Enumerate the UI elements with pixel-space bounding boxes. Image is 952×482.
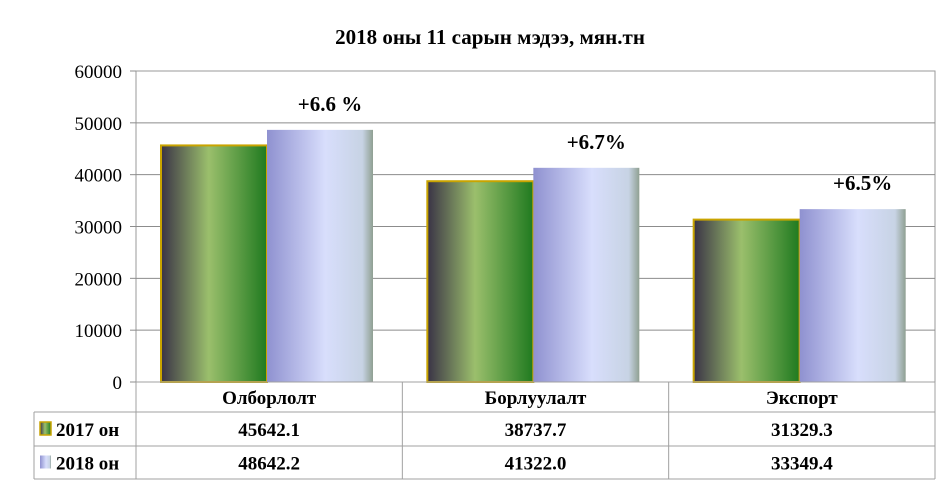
x-tick-label: Олборлолт xyxy=(222,388,317,409)
x-tick-label: Борлуулалт xyxy=(485,388,587,409)
change-annotation: +6.6 % xyxy=(298,92,362,116)
y-tick-label: 10000 xyxy=(75,321,123,342)
y-tick-label: 20000 xyxy=(75,269,123,290)
legend-label: 2017 он xyxy=(56,420,119,441)
annotations: +6.6 % +6.7% +6.5% xyxy=(298,92,893,195)
data-label: 45642.1 xyxy=(238,420,300,441)
data-label: 31329.3 xyxy=(771,420,833,441)
legend-label: 2018 он xyxy=(56,454,119,475)
data-label: 48642.2 xyxy=(238,454,300,475)
x-tick-label: Экспорт xyxy=(766,388,839,409)
data-label: 33349.4 xyxy=(771,454,833,475)
data-table: Олборлолт Борлуулалт Экспорт 2017 он 45642.1… xyxy=(33,381,936,480)
bars xyxy=(160,129,906,383)
y-tick-label: 60000 xyxy=(75,62,123,83)
change-annotation: +6.7% xyxy=(567,130,626,154)
bar-2018-1 xyxy=(533,167,640,382)
y-tick-label: 40000 xyxy=(75,166,123,187)
bar-2017-0 xyxy=(160,144,268,383)
data-label: 41322.0 xyxy=(505,454,567,475)
legend-swatch-2018 xyxy=(40,455,51,469)
legend-swatch-2017 xyxy=(39,421,52,436)
bar-2017-1 xyxy=(426,180,535,383)
chart-title: 2018 оны 11 сарын мэдээ, мян.тн xyxy=(335,25,645,49)
y-tick-label: 50000 xyxy=(75,114,123,135)
y-axis: 0 10000 20000 30000 40000 50000 60000 xyxy=(75,62,136,394)
bar-2018-2 xyxy=(799,209,906,382)
bar-2018-0 xyxy=(267,129,373,382)
change-annotation: +6.5% xyxy=(833,171,892,195)
y-tick-label: 30000 xyxy=(75,218,123,239)
data-label: 38737.7 xyxy=(505,420,567,441)
y-tick-label: 0 xyxy=(113,373,123,394)
bar-2017-2 xyxy=(692,218,801,383)
